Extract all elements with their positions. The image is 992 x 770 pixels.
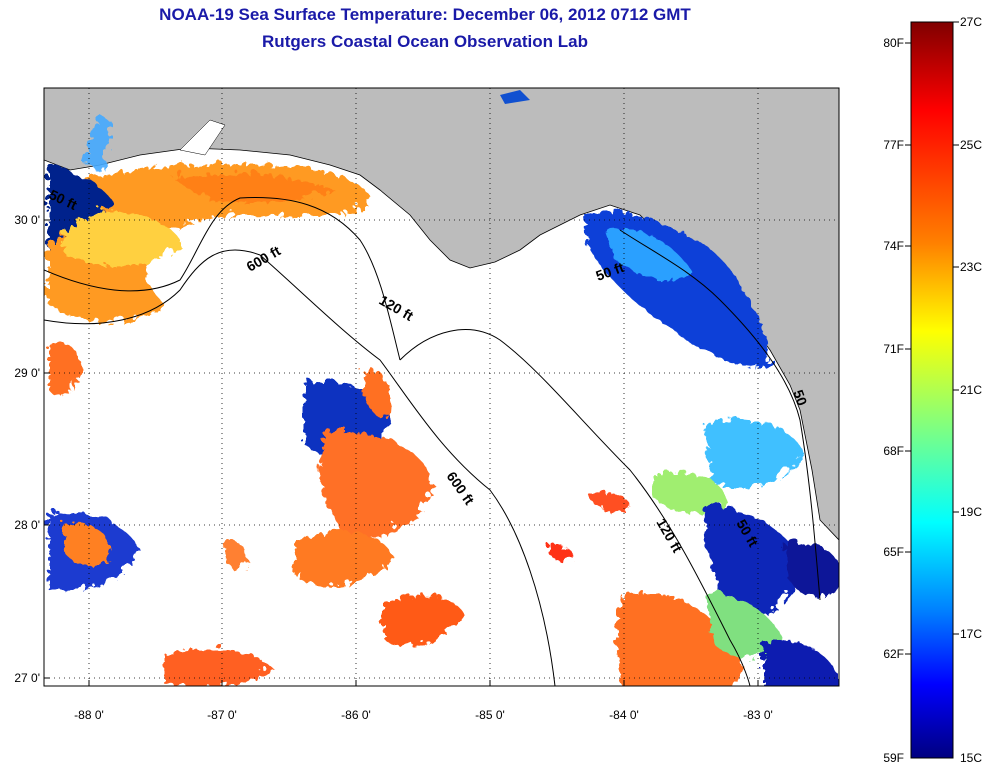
colorbar-c-label: 17C [960,627,982,641]
colorbar-f-label: 71F [883,342,904,356]
colorbar-c-label: 19C [960,505,982,519]
lon-tick-label: -85 0' [475,708,505,722]
lon-tick-label: -88 0' [74,708,104,722]
colorbar-c-label: 25C [960,138,982,152]
colorbar-c-label: 15C [960,751,982,765]
lat-tick-label: 29 0' [14,366,40,380]
lon-tick-label: -84 0' [609,708,639,722]
lat-tick-label: 28 0' [14,518,40,532]
colorbar-f-label: 77F [883,138,904,152]
colorbar-f-label: 80F [883,36,904,50]
colorbar-c-label: 23C [960,260,982,274]
lon-tick-label: -83 0' [743,708,773,722]
colorbar-f-label: 74F [883,239,904,253]
colorbar-c-label: 27C [960,15,982,29]
colorbar [910,21,954,759]
colorbar-f-label: 68F [883,444,904,458]
lon-tick-label: -87 0' [207,708,237,722]
depth-contours [44,197,821,686]
map-subtitle: Rutgers Coastal Ocean Observation Lab [262,32,588,51]
lat-tick-label: 30 0' [14,213,40,227]
contour-label: 50 [790,388,810,408]
map-frame [43,87,840,687]
colorbar-f-label: 65F [883,545,904,559]
lon-tick-label: -86 0' [341,708,371,722]
colorbar-c-label: 21C [960,383,982,397]
map-title: NOAA-19 Sea Surface Temperature: Decembe… [159,5,691,24]
lat-tick-label: 27 0' [14,671,40,685]
land-mass [44,88,839,541]
colorbar-f-label: 59F [883,751,904,765]
sst-patches [44,160,839,686]
colorbar-f-label: 62F [883,647,904,661]
